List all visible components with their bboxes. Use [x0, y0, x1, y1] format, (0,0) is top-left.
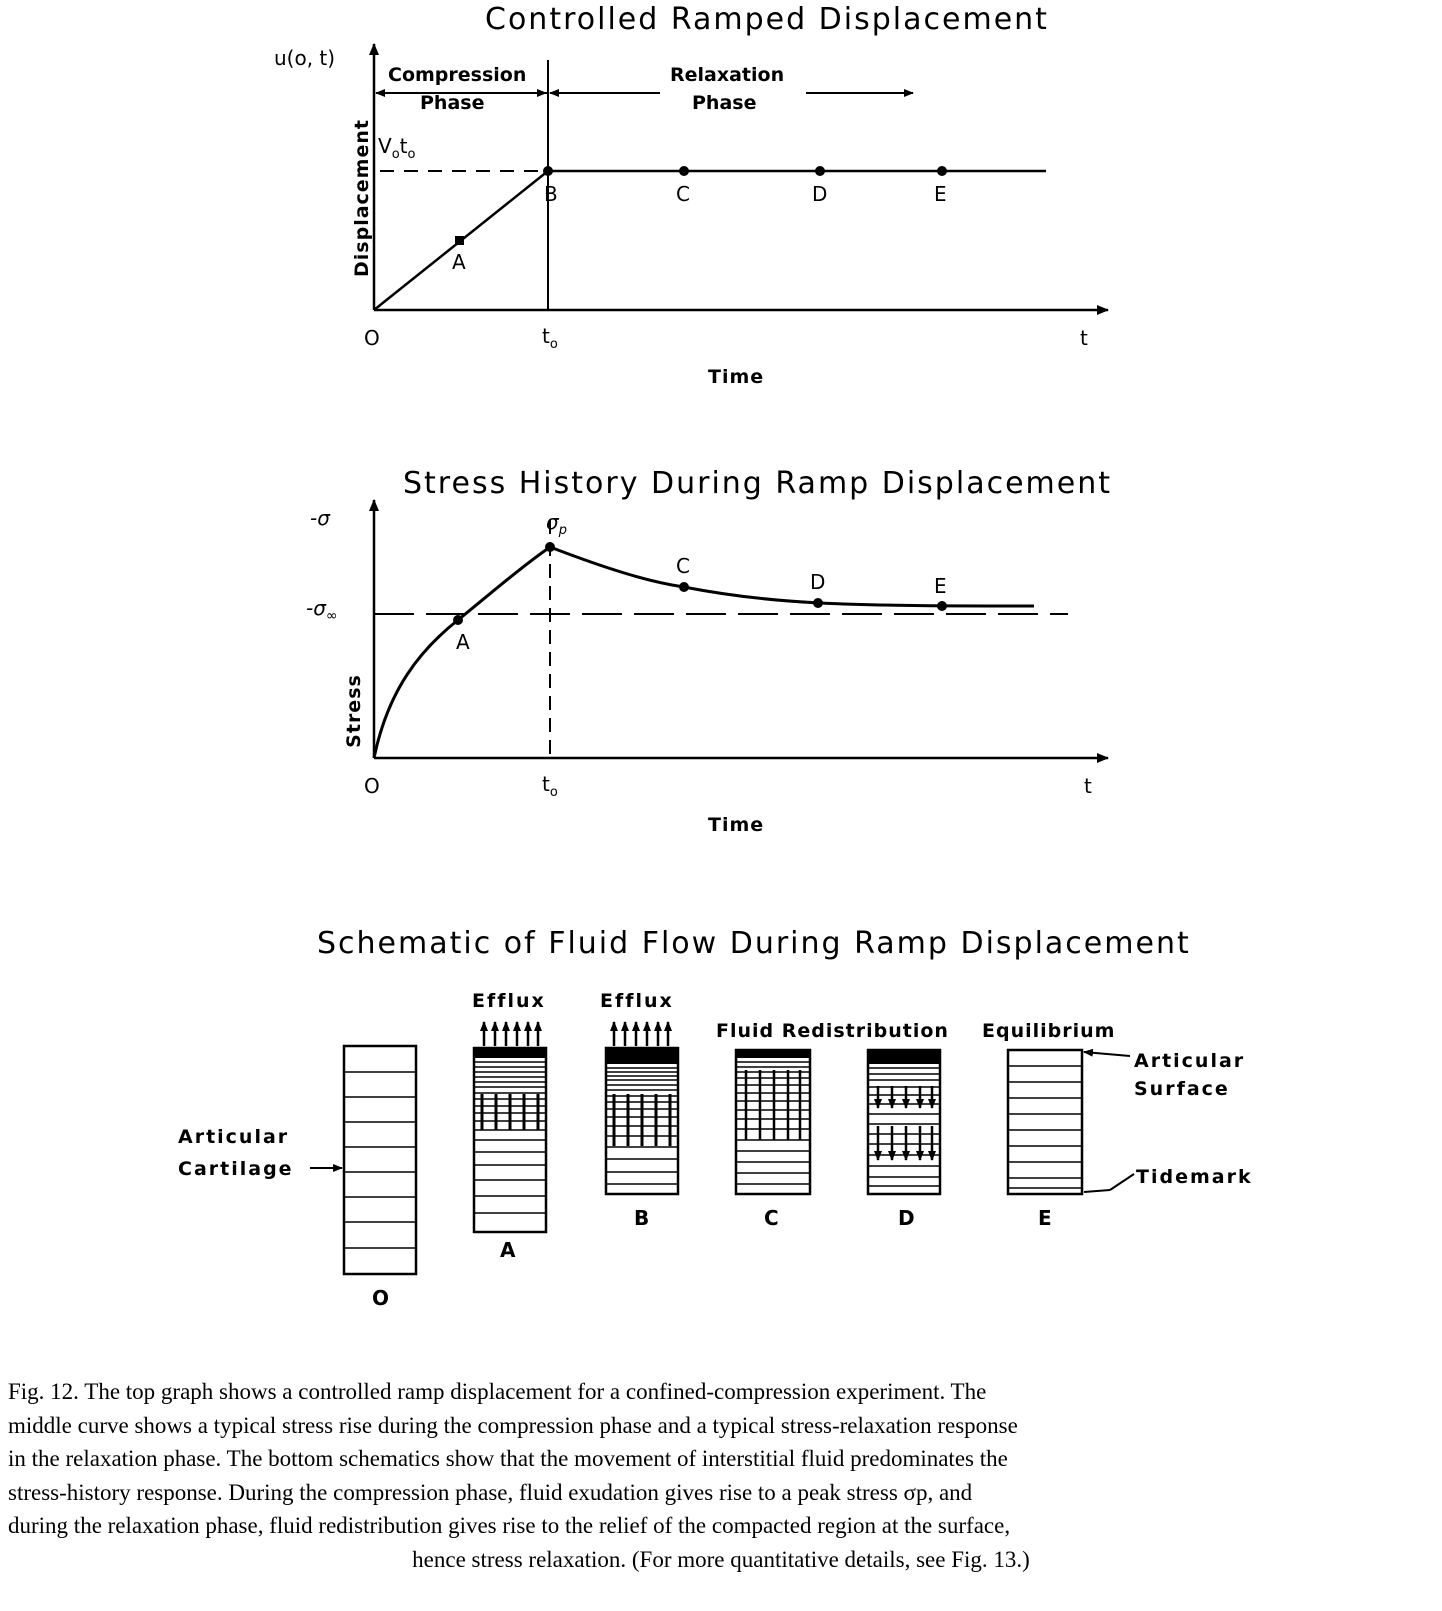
chart2-y-top: -σ — [310, 506, 330, 530]
caption-line-1: Fig. 12. The top graph shows a controlle… — [8, 1379, 987, 1404]
chart1-label-a: A — [452, 250, 466, 274]
articular-surface-pointer — [1083, 1048, 1131, 1057]
chart2-label-d: D — [810, 570, 826, 594]
schematic-articular-surface-line2: Surface — [1134, 1078, 1230, 1100]
chart1-y-var: u(o, t) — [274, 46, 336, 70]
schematic-col-label-d: D — [898, 1206, 915, 1230]
chart1-point-e — [937, 166, 947, 176]
schematic-title: Schematic of Fluid Flow During Ramp Disp… — [317, 926, 1191, 961]
figure-caption: Fig. 12. The top graph shows a controlle… — [0, 1375, 1442, 1576]
chart2-point-e — [937, 601, 947, 611]
caption-line-5: during the relaxation phase, fluid redis… — [8, 1513, 1011, 1538]
chart1-phase2-line2: Phase — [692, 92, 757, 114]
chart1-phase1-line2: Phase — [420, 92, 485, 114]
caption-line-2: middle curve shows a typical stress rise… — [8, 1412, 1018, 1438]
chart2-peak-label: σp — [546, 510, 567, 538]
chart1-label-c: C — [676, 182, 690, 206]
chart2-label-a: A — [456, 630, 470, 654]
schematic-column-a — [472, 1021, 548, 1234]
schematic-articular-cartilage-line1: Articular — [178, 1126, 290, 1148]
schematic-column-d — [866, 1048, 942, 1196]
chart2-t-end: t — [1084, 774, 1092, 798]
chart2-point-peak — [545, 542, 555, 552]
caption-line-3: in the relaxation phase. The bottom sche… — [8, 1446, 1008, 1471]
caption-line-4: stress-history response. During the comp… — [8, 1479, 973, 1505]
schematic-column-o — [342, 1044, 418, 1276]
chart2-rise-curve — [372, 545, 551, 759]
chart1-y-label: Displacement — [351, 119, 373, 277]
schematic-efflux-b: Efflux — [600, 990, 674, 1012]
schematic-equilibrium: Equilibrium — [982, 1020, 1116, 1042]
chart1-point-d — [815, 166, 825, 176]
schematic-articular-surface-line1: Articular — [1134, 1050, 1246, 1072]
schematic-fluid-redistribution: Fluid Redistribution — [716, 1020, 949, 1042]
chart1-point-a — [455, 236, 464, 245]
schematic-col-label-e: E — [1038, 1206, 1052, 1230]
schematic-efflux-a: Efflux — [472, 990, 546, 1012]
chart2-point-c — [679, 582, 689, 592]
schematic-col-label-b: B — [634, 1206, 650, 1230]
schematic-tidemark: Tidemark — [1136, 1166, 1253, 1188]
chart1-t-end: t — [1080, 326, 1088, 350]
chart2-x-label: Time — [708, 814, 765, 836]
chart1-point-c — [679, 166, 689, 176]
chart2-y-mid: -σ∞ — [306, 596, 338, 624]
schematic-col-label-o: O — [372, 1286, 390, 1310]
chart2-label-c: C — [676, 554, 690, 578]
caption-last-line: hence stress relaxation. (For more quant… — [412, 1546, 1030, 1572]
schematic-column-b — [604, 1021, 680, 1196]
chart1-title: Controlled Ramped Displacement — [485, 2, 1049, 37]
chart1-label-d: D — [812, 182, 828, 206]
chart1-label-e: E — [934, 182, 947, 206]
chart1-x-label: Time — [708, 366, 765, 388]
chart2-point-a — [453, 615, 463, 625]
chart2-y-label: Stress — [343, 674, 365, 748]
chart1-origin: O — [364, 326, 380, 350]
tidemark-pointer-2 — [1083, 1189, 1111, 1193]
chart1-point-b — [543, 166, 553, 176]
schematic-col-label-a: A — [500, 1238, 516, 1262]
chart1-level-label: Voto — [378, 134, 416, 162]
schematic-column-e — [1006, 1048, 1084, 1196]
chart2-title: Stress History During Ramp Displacement — [403, 466, 1112, 501]
chart2-t0: to — [542, 772, 558, 800]
chart2-point-d — [813, 598, 823, 608]
chart2-label-e: E — [934, 574, 947, 598]
chart2-origin: O — [364, 774, 380, 798]
chart1-label-b: B — [544, 182, 558, 206]
chart1-phase1-line1: Compression — [388, 64, 527, 86]
schematic-col-label-c: C — [764, 1206, 779, 1230]
chart1-t0: to — [542, 324, 558, 352]
tidemark-pointer — [1109, 1173, 1135, 1191]
chart2-relax-curve — [549, 545, 1035, 608]
chart1-phase2-line1: Relaxation — [670, 64, 785, 86]
schematic-articular-cartilage-line2: Cartilage — [178, 1158, 294, 1180]
schematic-column-c — [734, 1048, 812, 1196]
